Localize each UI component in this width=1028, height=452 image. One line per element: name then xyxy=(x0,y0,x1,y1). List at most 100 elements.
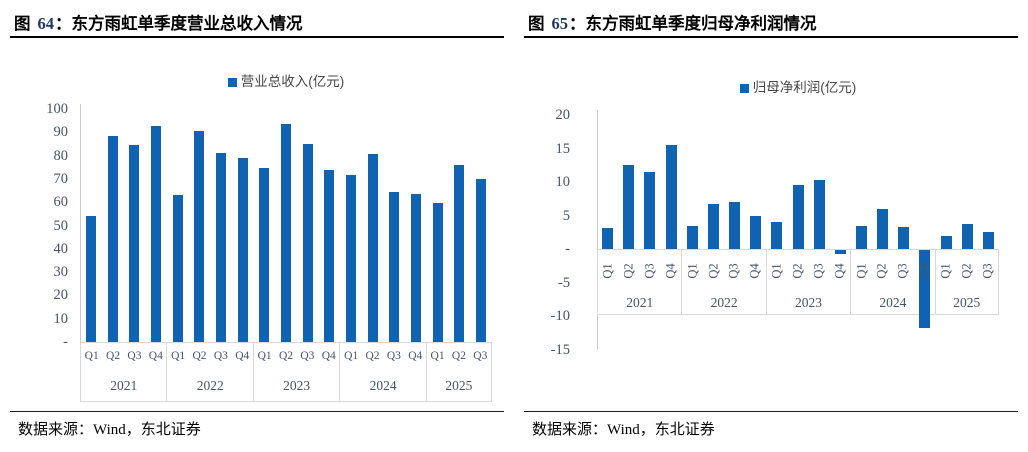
data-source-note: 数据来源：Wind，东北证券 xyxy=(10,411,504,439)
bar-2024-Q3 xyxy=(389,191,400,342)
bar-2022-Q2 xyxy=(194,131,205,342)
x-year-label: 2023 xyxy=(794,295,822,310)
x-quarter-label: Q1 xyxy=(430,350,445,362)
x-year-label: 2021 xyxy=(110,377,138,393)
legend-label: 归母净利润(亿元) xyxy=(752,80,857,95)
bar-2025-Q3 xyxy=(476,178,487,342)
y-tick-label: 30 xyxy=(53,264,69,281)
x-quarter-label: Q4 xyxy=(408,350,423,362)
x-quarter-label: Q3 xyxy=(213,350,228,362)
source-label: 数据来源： xyxy=(18,422,94,438)
x-axis-box: Q1 Q2 Q3 Q4 2021 Q1 Q2 Q3 Q4 2022 Q1 Q2 Q3 Q4 2023 Q1 Q2… xyxy=(597,249,999,315)
bar-2024-Q3 xyxy=(898,226,910,249)
legend-label: 营业总收入(亿元) xyxy=(240,74,345,89)
source-label: 数据来源： xyxy=(532,422,608,438)
bar-2023-Q4 xyxy=(324,169,335,342)
x-quarter-label: Q1 xyxy=(938,263,953,279)
bar-2021-Q1 xyxy=(602,227,614,249)
y-tick-label: 90 xyxy=(53,124,69,141)
year-group-2023: Q1 Q2 Q3 Q4 2023 xyxy=(765,250,850,314)
bar-2021-Q4 xyxy=(665,145,677,249)
year-group-2025: Q1 Q2 Q3 2025 xyxy=(425,343,491,401)
figure-64-title: 图 64：东方雨虹单季度营业总收入情况 xyxy=(10,10,504,38)
x-year-label: 2023 xyxy=(283,377,311,393)
x-quarter-label: Q4 xyxy=(321,350,336,362)
x-quarter-label: Q1 xyxy=(685,263,700,279)
x-quarter-label: Q4 xyxy=(663,263,678,279)
y-tick-label: -15 xyxy=(550,341,570,358)
x-quarter-label: Q2 xyxy=(365,350,380,362)
x-quarter-label: Q3 xyxy=(980,263,995,279)
y-tick-label: 20 xyxy=(555,107,571,123)
bar-2025-Q3 xyxy=(982,231,994,249)
x-quarter-label: Q4 xyxy=(916,263,931,279)
x-quarter-label: Q4 xyxy=(148,350,163,362)
year-group-2022: Q1 Q2 Q3 Q4 2022 xyxy=(681,250,765,314)
figure-65-panel: 图 65：东方雨虹单季度归母净利润情况 归母净利润(亿元) 20 15 10 5 - -5 -… xyxy=(524,8,1018,444)
x-quarter-label: Q1 xyxy=(769,263,784,279)
bar-2021-Q3 xyxy=(129,145,140,342)
x-quarter-label: Q2 xyxy=(959,263,974,279)
y-tick-label: 15 xyxy=(555,140,571,157)
year-group-2024: Q1 Q2 Q3 Q4 2024 xyxy=(850,250,934,314)
x-quarter-label: Q3 xyxy=(386,350,401,362)
y-tick-label: 40 xyxy=(53,240,69,257)
y-tick-label: - xyxy=(63,334,68,350)
legend-swatch-icon xyxy=(739,83,749,93)
bar-2021-Q2 xyxy=(107,135,118,342)
y-tick-label: 5 xyxy=(562,207,570,224)
x-year-label: 2022 xyxy=(196,377,224,393)
bar-2024-Q1 xyxy=(855,225,867,249)
year-group-2021: Q1 Q2 Q3 Q4 2021 xyxy=(598,250,681,314)
bar-2024-Q2 xyxy=(367,154,378,342)
x-quarter-label: Q2 xyxy=(790,263,805,279)
x-quarter-label: Q2 xyxy=(621,263,636,279)
y-axis-line xyxy=(80,104,81,342)
x-quarter-label: Q1 xyxy=(171,350,186,362)
x-quarter-label: Q4 xyxy=(235,350,250,362)
y-tick-label: 70 xyxy=(53,170,69,187)
figure-colon: ： xyxy=(569,14,586,33)
figure-65-title: 图 65：东方雨虹单季度归母净利润情况 xyxy=(524,10,1018,38)
y-tick-label: - xyxy=(565,241,570,257)
bar-2021-Q4 xyxy=(150,126,161,342)
x-axis-box: Q1 Q2 Q3 Q4 2021 Q1 Q2 Q3 Q4 2022 Q1 Q2 Q3 Q4 2023 Q1 Q2… xyxy=(80,342,492,402)
x-quarter-label: Q3 xyxy=(300,350,315,362)
x-year-label: 2021 xyxy=(626,295,654,310)
x-quarter-label: Q3 xyxy=(726,263,741,279)
x-quarter-label: Q1 xyxy=(600,263,615,279)
net-profit-bar-chart: 归母净利润(亿元) 20 15 10 5- -5 -10 -15 Q1 Q2 Q3 Q4 2021 Q1… xyxy=(524,38,1018,412)
bar-2024-Q1 xyxy=(346,175,357,342)
x-year-label: 2024 xyxy=(369,377,397,393)
bar-2024-Q4 xyxy=(919,250,931,328)
legend-swatch-icon xyxy=(227,77,237,87)
bar-2022-Q3 xyxy=(215,153,226,342)
x-year-label: 2025 xyxy=(445,377,473,393)
bar-2023-Q3 xyxy=(813,179,825,249)
figure-number: 64 xyxy=(37,14,55,33)
chart-legend: 归母净利润(亿元) xyxy=(597,76,999,96)
figure-number: 65 xyxy=(551,14,569,33)
bar-2025-Q1 xyxy=(940,236,952,249)
bar-2023-Q1 xyxy=(771,222,783,249)
x-year-label: 2025 xyxy=(953,295,981,310)
bar-2021-Q1 xyxy=(85,216,96,342)
figure-word: 图 xyxy=(528,14,545,33)
x-quarter-label: Q3 xyxy=(642,263,657,279)
x-year-label: 2022 xyxy=(710,295,738,310)
bar-2022-Q4 xyxy=(237,157,248,342)
x-quarter-label: Q3 xyxy=(895,263,910,279)
x-quarter-label: Q2 xyxy=(278,350,294,362)
x-quarter-label: Q3 xyxy=(811,263,826,279)
y-tick-label: 80 xyxy=(53,147,69,164)
bar-2023-Q3 xyxy=(302,143,313,342)
x-quarter-label: Q4 xyxy=(832,263,847,279)
year-group-2025: Q1 Q2 Q3 2025 xyxy=(934,250,999,314)
y-tick-label: 20 xyxy=(53,287,69,304)
bar-2024-Q2 xyxy=(877,208,889,249)
bar-2024-Q4 xyxy=(411,194,422,342)
year-group-2022: Q1 Q2 Q3 Q4 2022 xyxy=(166,343,252,401)
bar-2025-Q1 xyxy=(432,203,443,342)
x-quarter-label: Q1 xyxy=(257,350,272,362)
y-tick-label: -10 xyxy=(550,308,570,324)
